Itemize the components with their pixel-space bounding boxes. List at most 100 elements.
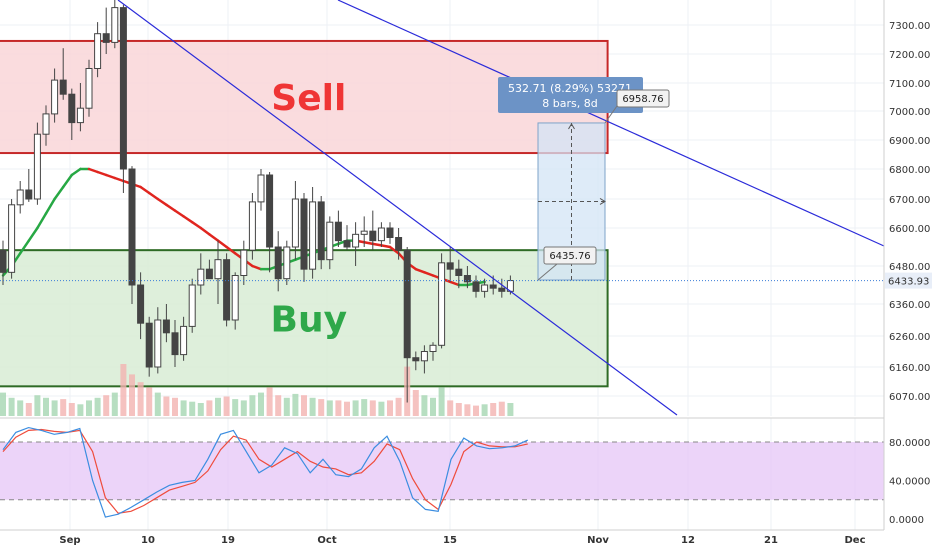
candle-body — [343, 240, 351, 248]
candle-body — [300, 198, 308, 270]
candle-body — [240, 249, 248, 277]
volume-bar — [240, 400, 247, 416]
volume-bar — [189, 401, 196, 416]
volume-bar — [77, 404, 84, 416]
ma-segment — [199, 226, 211, 236]
candle-body — [16, 189, 24, 206]
candle-body — [438, 262, 446, 346]
volume-bar — [60, 399, 67, 416]
volume-bar — [43, 397, 49, 416]
candle-body — [481, 284, 489, 292]
volume-bar — [8, 397, 15, 416]
volume-bar — [301, 395, 307, 416]
measure-top-connector — [604, 105, 618, 124]
volume-bar — [352, 400, 359, 416]
volume-bar — [146, 387, 153, 416]
volume-bar — [120, 364, 127, 416]
volume-bar — [275, 395, 282, 416]
measure-label-box[interactable] — [498, 77, 643, 113]
candle-body — [274, 246, 282, 280]
time-axis-bg — [0, 530, 932, 550]
measure-top-price: 6958.76 — [622, 94, 663, 105]
volume-bar — [34, 395, 41, 416]
ma-segment — [104, 173, 117, 180]
candle-body — [257, 174, 265, 203]
candle-body — [412, 357, 420, 362]
measure-bottom-connector — [537, 263, 558, 281]
ma-segment — [113, 176, 125, 183]
volume-bar — [197, 403, 204, 416]
volume-bar — [180, 400, 187, 416]
ma-segment — [362, 241, 375, 246]
candle-body — [25, 189, 33, 200]
stoch-band — [0, 442, 884, 500]
volume-bar — [369, 400, 376, 416]
time-tick-label: Dec — [844, 535, 865, 546]
time-tick-label: 10 — [141, 535, 155, 546]
candle-body — [317, 201, 325, 261]
trendline-long[interactable] — [337, 0, 885, 247]
volume-bar — [318, 399, 325, 416]
candle-body — [266, 174, 274, 248]
ma-segment — [423, 271, 435, 277]
volume-bar — [430, 397, 436, 416]
candle-body — [197, 268, 205, 286]
measure-label-line2: 8 bars, 8d — [542, 97, 597, 110]
measure-tool[interactable]: 532.71 (8.29%) 53271 8 bars, 8d 6958.76 643… — [498, 77, 670, 281]
buy-zone-label: Buy — [271, 299, 348, 340]
volume-bar — [25, 403, 32, 416]
last-price-label: 6433.93 — [888, 277, 929, 288]
trendline-short[interactable] — [117, 0, 678, 416]
volume-bar — [335, 400, 342, 416]
volume-bar — [481, 404, 488, 416]
candle-body — [94, 33, 102, 69]
measure-bottom-badge — [543, 246, 597, 265]
ma-segment — [448, 280, 461, 287]
ma-segment — [251, 264, 263, 271]
volume-bar — [473, 405, 479, 416]
candle-body — [403, 249, 411, 359]
candle-body — [291, 198, 299, 248]
ma-segment — [380, 244, 392, 249]
volume-bar — [172, 397, 178, 416]
trendlines[interactable] — [117, 0, 885, 416]
ma-segment — [36, 212, 48, 230]
candle-body — [455, 268, 463, 276]
candle-body — [446, 262, 454, 270]
candle-body — [102, 33, 110, 43]
volume-bar — [438, 387, 445, 416]
volume-bar — [361, 399, 368, 416]
price-tick-label: 7100.00 — [889, 79, 930, 90]
volume-bar — [0, 392, 6, 416]
time-tick-label: 12 — [681, 535, 695, 546]
ma-segment — [165, 203, 177, 212]
candle-body — [395, 237, 403, 251]
price-tick-label: 6160.00 — [889, 363, 930, 374]
candle-body — [0, 249, 7, 273]
time-tick-label: Oct — [317, 535, 336, 546]
candle-body — [111, 7, 119, 43]
time-tick-label: 15 — [443, 535, 457, 546]
price-tick-label: 6600.00 — [889, 224, 930, 235]
ma-segment — [414, 267, 426, 274]
candle-body — [352, 233, 360, 248]
candles — [0, 0, 514, 403]
candle-body — [214, 259, 222, 280]
volume-bar — [137, 382, 144, 416]
volume-bars — [0, 364, 514, 416]
measure-arrow-up-icon — [568, 122, 575, 130]
stochastic-panel — [0, 417, 884, 518]
volume-bar — [490, 403, 497, 416]
volume-bar — [68, 403, 75, 416]
measure-arrow-right-icon — [599, 198, 606, 205]
time-tick-label: 21 — [764, 535, 778, 546]
volume-bar — [249, 395, 256, 416]
volume-bar — [455, 403, 462, 416]
volume-bar — [206, 400, 213, 416]
price-tick-label: 6360.00 — [889, 300, 930, 311]
volume-bar — [421, 395, 428, 416]
candle-body — [188, 284, 196, 327]
time-tick-label: Nov — [587, 535, 609, 546]
